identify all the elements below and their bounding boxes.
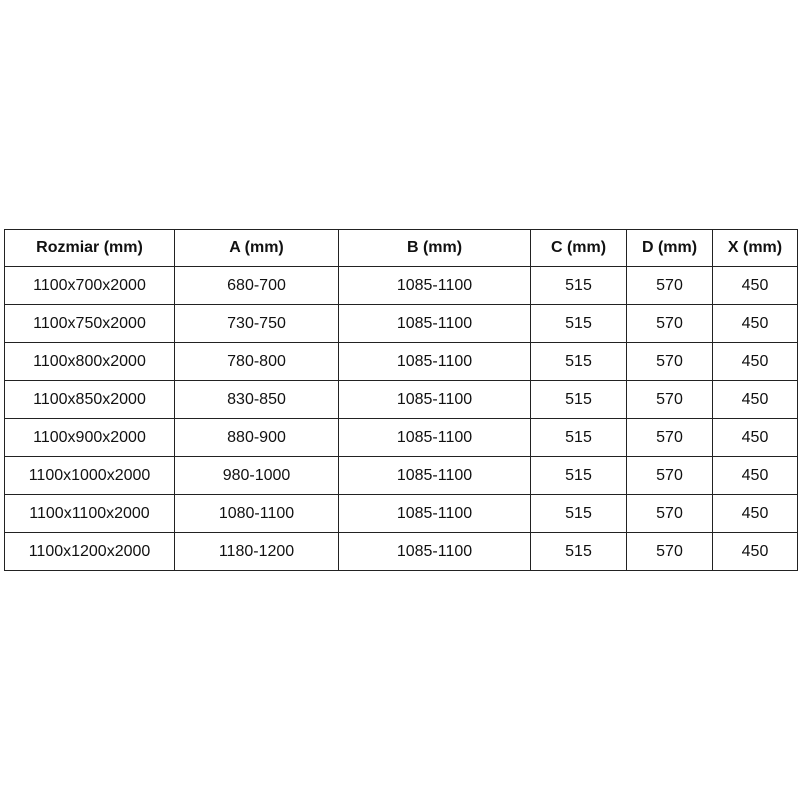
table-cell: 450 (712, 418, 798, 457)
table-header-row: Rozmiar (mm) A (mm) B (mm) C (mm) D (mm) X (m… (4, 229, 798, 267)
table-cell: 450 (712, 380, 798, 419)
table-cell: 570 (626, 304, 713, 343)
table-row: 1100x750x2000 730-750 1085-1100 515 570 450 (4, 304, 798, 343)
table-cell: 515 (530, 456, 627, 495)
table-cell: 1085-1100 (338, 418, 531, 457)
table-cell: 730-750 (174, 304, 339, 343)
table-cell: 450 (712, 342, 798, 381)
table-row: 1100x1200x2000 1180-1200 1085-1100 515 570 45… (4, 532, 798, 571)
table-cell: 515 (530, 494, 627, 533)
table-row: 1100x1100x2000 1080-1100 1085-1100 515 570 45… (4, 494, 798, 533)
table-cell: 450 (712, 494, 798, 533)
table-cell: 515 (530, 380, 627, 419)
table-cell: 515 (530, 266, 627, 305)
table-row: 1100x900x2000 880-900 1085-1100 515 570 450 (4, 418, 798, 457)
table-cell: 680-700 (174, 266, 339, 305)
table-cell: 570 (626, 456, 713, 495)
column-header: B (mm) (338, 229, 531, 267)
table-cell: 450 (712, 304, 798, 343)
table-cell: 1085-1100 (338, 304, 531, 343)
table-cell: 880-900 (174, 418, 339, 457)
table-cell: 980-1000 (174, 456, 339, 495)
table-cell: 450 (712, 266, 798, 305)
table-cell: 830-850 (174, 380, 339, 419)
table-cell: 570 (626, 266, 713, 305)
table-row: 1100x800x2000 780-800 1085-1100 515 570 450 (4, 342, 798, 381)
table-cell: 1085-1100 (338, 494, 531, 533)
table-cell: 1100x900x2000 (4, 418, 175, 457)
table-cell: 570 (626, 342, 713, 381)
table-cell: 1100x1000x2000 (4, 456, 175, 495)
table-row: 1100x1000x2000 980-1000 1085-1100 515 570 450 (4, 456, 798, 495)
column-header: A (mm) (174, 229, 339, 267)
column-header: Rozmiar (mm) (4, 229, 175, 267)
table-cell: 1100x800x2000 (4, 342, 175, 381)
table-cell: 1085-1100 (338, 532, 531, 571)
table-cell: 1100x1200x2000 (4, 532, 175, 571)
table-cell: 1085-1100 (338, 380, 531, 419)
column-header: C (mm) (530, 229, 627, 267)
table-cell: 450 (712, 456, 798, 495)
table-cell: 515 (530, 342, 627, 381)
column-header: X (mm) (712, 229, 798, 267)
column-header: D (mm) (626, 229, 713, 267)
table-cell: 1180-1200 (174, 532, 339, 571)
table-cell: 570 (626, 532, 713, 571)
table-cell: 1100x750x2000 (4, 304, 175, 343)
table-cell: 1085-1100 (338, 342, 531, 381)
table-cell: 1100x1100x2000 (4, 494, 175, 533)
table-cell: 1100x850x2000 (4, 380, 175, 419)
table-cell: 515 (530, 532, 627, 571)
table-cell: 570 (626, 494, 713, 533)
table-cell: 1100x700x2000 (4, 266, 175, 305)
table-cell: 570 (626, 380, 713, 419)
table-cell: 1080-1100 (174, 494, 339, 533)
table-cell: 1085-1100 (338, 456, 531, 495)
dimensions-table: Rozmiar (mm) A (mm) B (mm) C (mm) D (mm) X (m… (4, 229, 798, 571)
table-cell: 1085-1100 (338, 266, 531, 305)
table-row: 1100x700x2000 680-700 1085-1100 515 570 450 (4, 266, 798, 305)
table-cell: 515 (530, 418, 627, 457)
table-row: 1100x850x2000 830-850 1085-1100 515 570 450 (4, 380, 798, 419)
table-cell: 780-800 (174, 342, 339, 381)
table-cell: 515 (530, 304, 627, 343)
table-cell: 570 (626, 418, 713, 457)
table-cell: 450 (712, 532, 798, 571)
